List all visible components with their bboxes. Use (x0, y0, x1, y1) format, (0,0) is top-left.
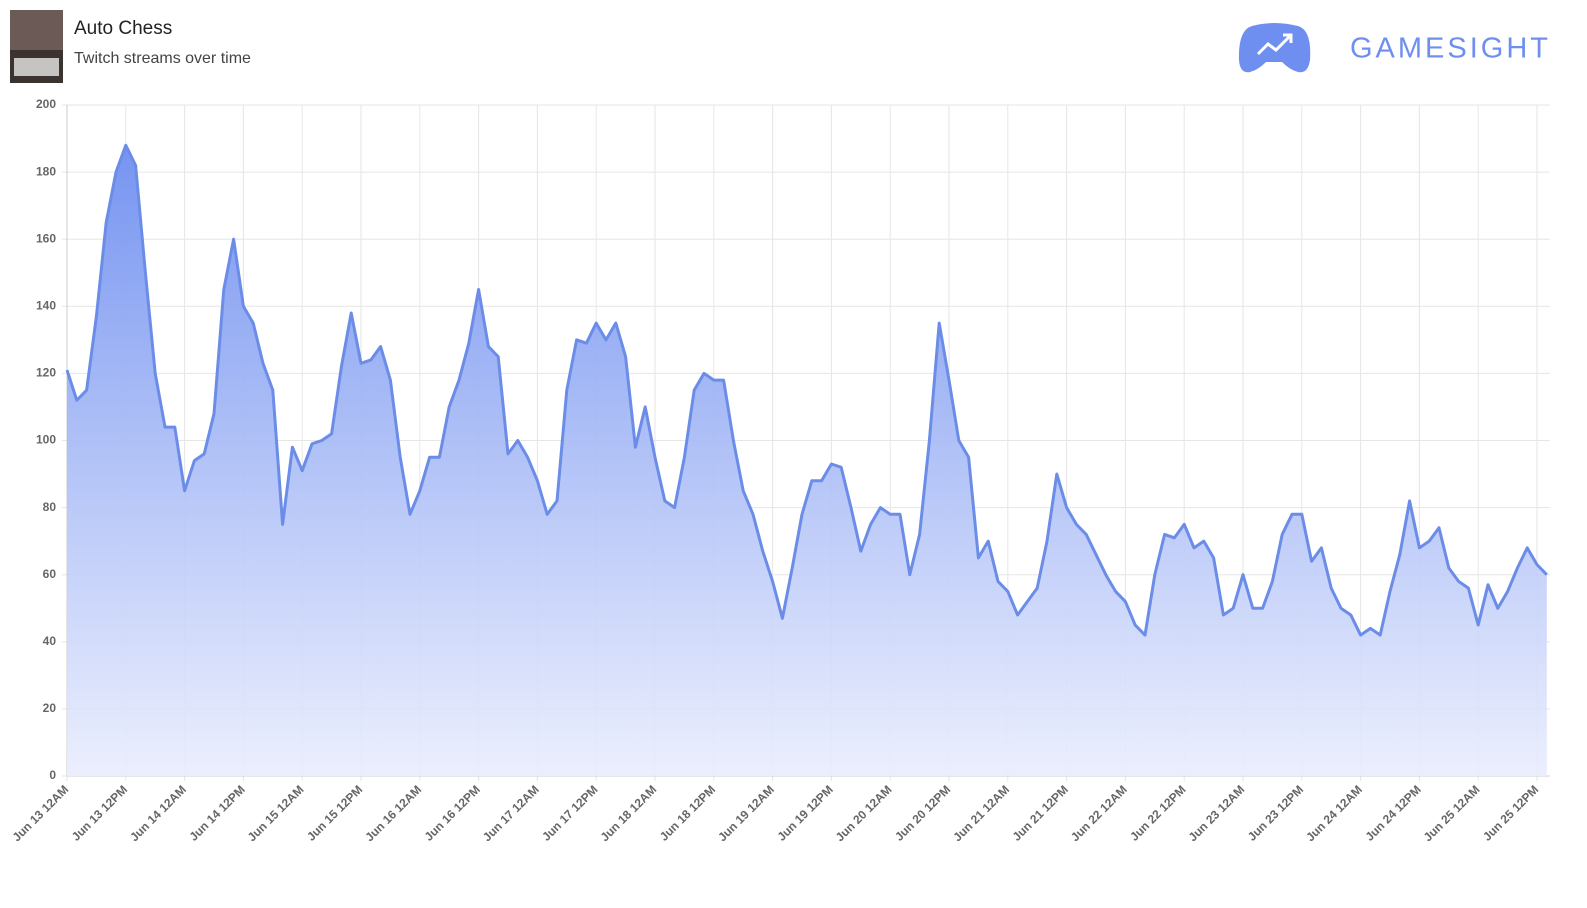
x-tick-label: Jun 16 12AM (362, 782, 424, 844)
x-tick-label: Jun 22 12PM (1127, 782, 1188, 843)
x-tick-label: Jun 14 12PM (186, 782, 247, 843)
x-tick-label: Jun 22 12AM (1068, 782, 1130, 844)
y-tick-label: 20 (43, 701, 57, 715)
x-tick-label: Jun 17 12PM (539, 782, 600, 843)
x-tick-label: Jun 21 12PM (1010, 782, 1071, 843)
x-tick-label: Jun 15 12PM (304, 782, 365, 843)
x-tick-label: Jun 17 12AM (480, 782, 542, 844)
line (65, 143, 1548, 637)
y-tick-label: 140 (36, 298, 56, 312)
y-tick-label: 200 (36, 97, 56, 111)
x-tick-label: Jun 23 12PM (1245, 782, 1306, 843)
x-tick-label: Jun 19 12AM (715, 782, 777, 844)
y-tick-label: 60 (43, 567, 57, 581)
x-tick-label: Jun 18 12PM (657, 782, 718, 843)
x-tick-label: Jun 19 12PM (774, 782, 835, 843)
x-tick-label: Jun 13 12AM (10, 782, 72, 844)
title: Auto Chess (74, 18, 172, 39)
y-tick-label: 120 (36, 366, 56, 380)
x-tick-label: Jun 20 12AM (833, 782, 895, 844)
x-tick-label: Jun 20 12PM (892, 782, 953, 843)
x-tick-label: Jun 24 12AM (1303, 782, 1365, 844)
y-tick-label: 40 (43, 634, 57, 648)
y-tick-label: 80 (43, 500, 57, 514)
brand-name: GAMESIGHT (1350, 33, 1551, 65)
x-tick-label: Jun 21 12AM (950, 782, 1012, 844)
x-tick-label: Jun 24 12PM (1362, 782, 1423, 843)
x-tick-label: Jun 25 12PM (1480, 782, 1541, 843)
area-fill (67, 145, 1547, 776)
game-thumbnail (10, 10, 63, 83)
x-tick-label: Jun 15 12AM (245, 782, 307, 844)
x-tick-label: Jun 13 12PM (69, 782, 130, 843)
x-tick-label: Jun 16 12PM (422, 782, 483, 843)
subtitle: Twitch streams over time (74, 50, 251, 67)
x-tick-label: Jun 23 12AM (1186, 782, 1248, 844)
y-tick-label: 160 (36, 231, 56, 245)
y-tick-label: 180 (36, 164, 56, 178)
x-tick-label: Jun 25 12AM (1421, 782, 1483, 844)
y-tick-label: 100 (36, 433, 56, 447)
x-tick-label: Jun 18 12AM (598, 782, 660, 844)
y-tick-label: 0 (49, 768, 56, 782)
x-tick-label: Jun 14 12AM (127, 782, 189, 844)
brand-logo (1238, 23, 1311, 73)
